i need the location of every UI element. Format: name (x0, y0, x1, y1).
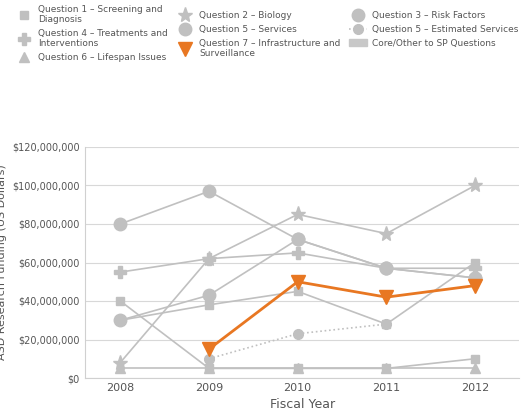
Legend: Question 1 – Screening and
Diagnosis, Question 4 – Treatments and
Interventions,: Question 1 – Screening and Diagnosis, Qu… (15, 5, 518, 62)
Y-axis label: ASD Research Funding (US Dollars): ASD Research Funding (US Dollars) (0, 165, 7, 360)
X-axis label: Fiscal Year: Fiscal Year (270, 399, 334, 412)
